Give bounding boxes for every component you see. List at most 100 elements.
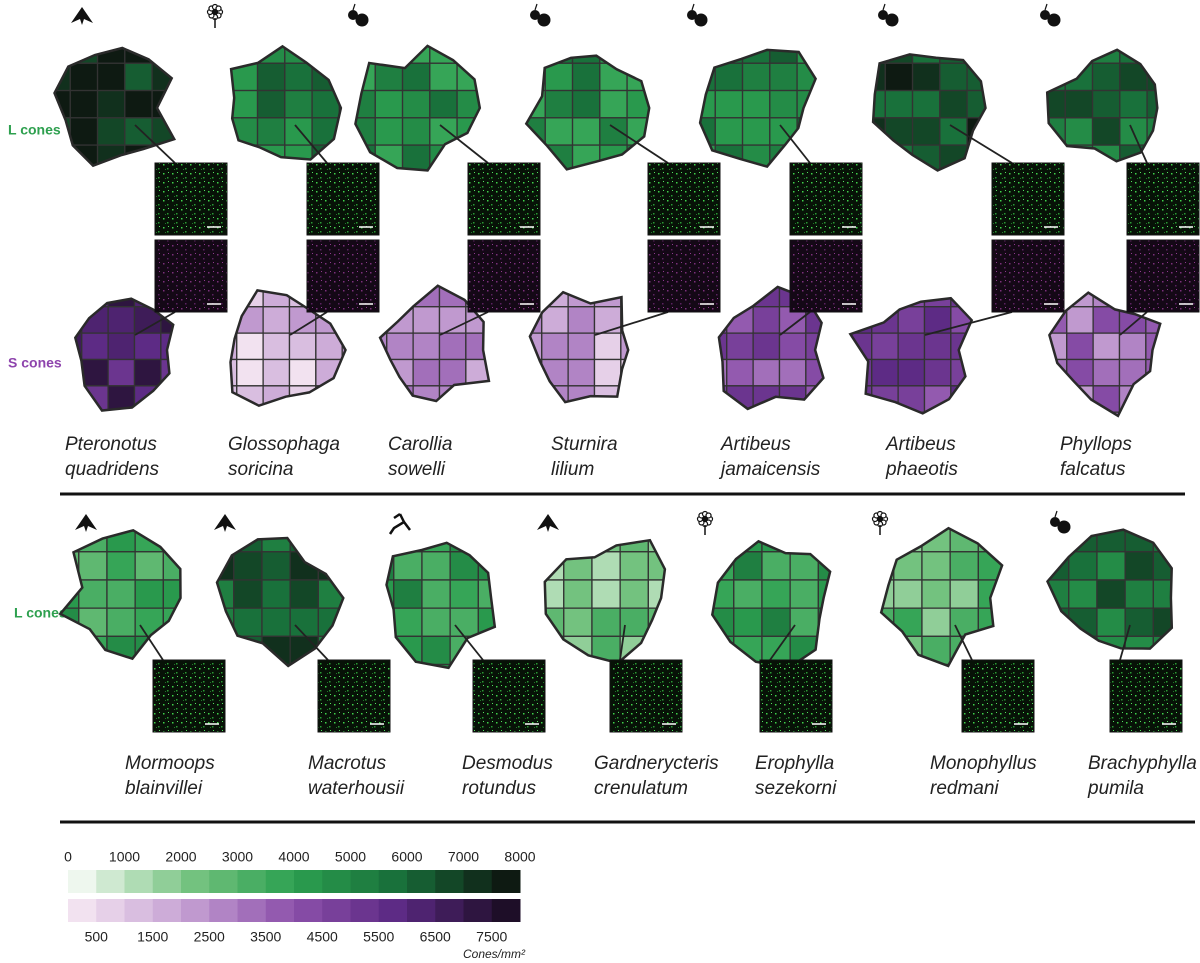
retina-cell [233,607,263,637]
retina-cell [1096,551,1126,581]
colorbar-swatch [435,899,464,922]
retina-outline [710,539,832,670]
retina-cell [133,332,162,361]
retina-cell [1096,607,1126,637]
retina-cell [911,62,941,92]
retina-cell [1092,358,1121,387]
retina-cell [871,332,899,361]
retina-cell [429,89,458,119]
micrograph [789,162,863,236]
micrograph [789,239,863,313]
micrograph [961,659,1035,733]
micrograph [317,659,391,733]
micrograph [467,162,541,236]
micrograph [1126,239,1200,313]
colorbar-swatch [152,899,182,922]
retina-cell [96,89,126,119]
colorbar-swatch [96,870,125,893]
flower-petal [705,512,712,519]
retina-cell [593,332,622,361]
flower-center [877,516,883,522]
retina-outline [385,541,497,670]
species-epithet: blainvillei [125,778,203,799]
retina-outline [543,538,667,665]
species-epithet: falcatus [1060,459,1126,480]
colorbar-tick: 2000 [165,849,196,865]
species-genus: Desmodus [462,753,553,774]
species-epithet: sowelli [388,459,446,480]
species-genus: Pteronotus [65,434,157,455]
retina-cell [571,89,601,119]
micrograph [154,162,228,236]
retina-cell [256,62,286,92]
colorbar-tick: 4000 [278,849,309,865]
retina-cell [567,306,596,334]
colorbar-swatch [491,899,521,922]
micrograph [759,659,833,733]
species-epithet: waterhousii [308,778,405,799]
retina-cell [897,332,926,361]
retina-cell [563,607,593,637]
retina-cell [1124,607,1154,637]
retina-cell [741,62,771,92]
retina-cell [449,607,479,637]
retina-outline [524,54,651,171]
retina-cell [233,551,263,581]
retina-cell [1146,89,1158,119]
colorbar-tick: 7000 [448,849,479,865]
colorbar-tick: 3500 [250,929,281,945]
retina-cell [591,607,621,637]
fruit-stem [534,3,538,11]
retina-cell [789,579,819,609]
retina-cell [106,551,136,581]
species-genus: Brachyphylla [1088,753,1197,774]
retina-cell [78,579,108,609]
retina-cell [752,306,781,334]
retina-cell [262,358,291,387]
retina-cell [1068,551,1098,581]
connector [619,624,626,661]
micrograph [647,162,721,236]
retina-cell [262,332,291,361]
retina-cell [429,62,458,92]
colorbar-swatch [491,870,521,893]
colorbar-swatch [294,870,323,893]
colorbar-swatch [407,899,436,922]
retina-cell [939,117,968,146]
retina-cell [256,117,286,146]
fruit-icon [885,13,899,27]
retina-cell [69,89,99,119]
retina-cell [884,62,914,92]
retina-cell [897,306,926,334]
retina-cell [393,579,423,609]
fruit-icon [1050,517,1060,527]
colorbar-tick: 8000 [504,849,535,865]
fruit-icon [355,13,369,27]
connector [1119,624,1131,661]
fruit-stem [882,3,886,11]
colorbar-swatch [209,870,238,893]
connector [439,311,489,336]
colorbar-swatch [209,899,238,922]
retina-outline [378,284,491,403]
connector [949,124,1013,164]
colorbar-tick: 1000 [109,849,140,865]
retina-cell [1091,62,1121,92]
connector [924,311,1013,336]
retina-cell [386,332,414,361]
colorbar-swatch [96,899,125,922]
retina-cell [726,332,754,361]
flower-petal [880,512,887,519]
retina-cell [107,306,136,334]
species-epithet: crenulatum [594,778,688,799]
retina-cell [134,579,164,609]
fruit-icon [687,10,697,20]
retina-cell [1118,332,1147,361]
fruit-icon [1040,10,1050,20]
retina-cell [106,607,136,637]
retina-cell [96,117,126,146]
retina-cell [288,358,317,387]
micrograph [467,239,541,313]
colorbar-tick: 5500 [363,929,394,945]
retina-outline [1045,48,1159,163]
